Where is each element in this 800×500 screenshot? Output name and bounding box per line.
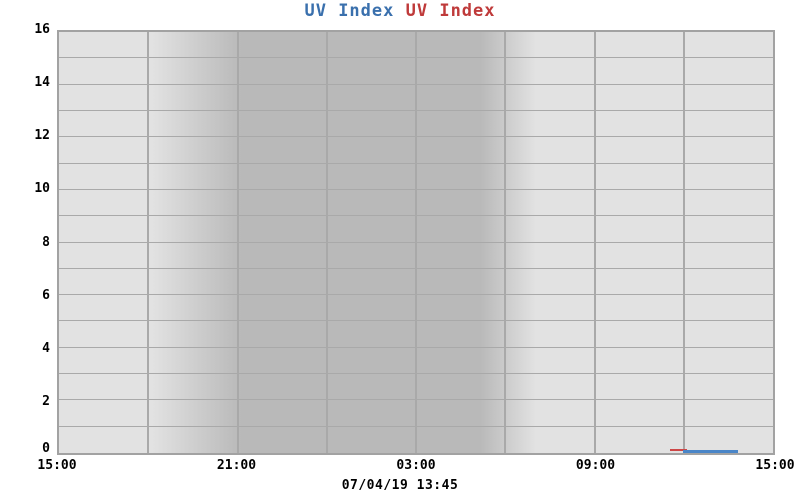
x-tick-label: 21:00 xyxy=(216,458,257,473)
title-series-blue: UV Index xyxy=(304,1,395,21)
v-gridline xyxy=(593,32,596,453)
y-axis-labels: 0 2 4 6 8 10 12 14 16 xyxy=(0,0,50,500)
v-gridline xyxy=(682,32,685,453)
title-series-red: UV Index xyxy=(405,1,496,21)
v-gridline xyxy=(236,32,239,453)
x-tick-label: 03:00 xyxy=(396,458,436,473)
y-tick-label: 16 xyxy=(34,22,50,37)
chart-title: UV Index UV Index xyxy=(0,1,800,21)
y-tick-label: 8 xyxy=(42,234,50,250)
y-tick-label: 4 xyxy=(42,340,50,356)
x-tick-label: 15:00 xyxy=(37,458,77,473)
series-line-red xyxy=(670,449,687,451)
y-tick-label: 6 xyxy=(42,287,50,303)
v-gridline xyxy=(504,32,507,453)
x-tick-label: 09:00 xyxy=(575,458,616,473)
x-axis-labels: 15:00 21:00 03:00 09:00 15:00 xyxy=(0,458,800,474)
y-tick-label: 12 xyxy=(34,128,50,144)
series-line-blue xyxy=(683,450,738,453)
v-gridline xyxy=(325,32,328,453)
y-tick-label: 14 xyxy=(34,75,50,91)
y-tick-label: 0 xyxy=(42,441,50,456)
v-gridline xyxy=(147,32,150,453)
y-tick-label: 2 xyxy=(42,393,50,409)
plot-area xyxy=(57,30,775,455)
title-separator xyxy=(394,1,405,21)
chart-timestamp: 07/04/19 13:45 xyxy=(341,478,459,493)
y-tick-label: 10 xyxy=(34,181,50,197)
v-gridline xyxy=(415,32,417,453)
x-tick-label: 15:00 xyxy=(755,458,795,473)
